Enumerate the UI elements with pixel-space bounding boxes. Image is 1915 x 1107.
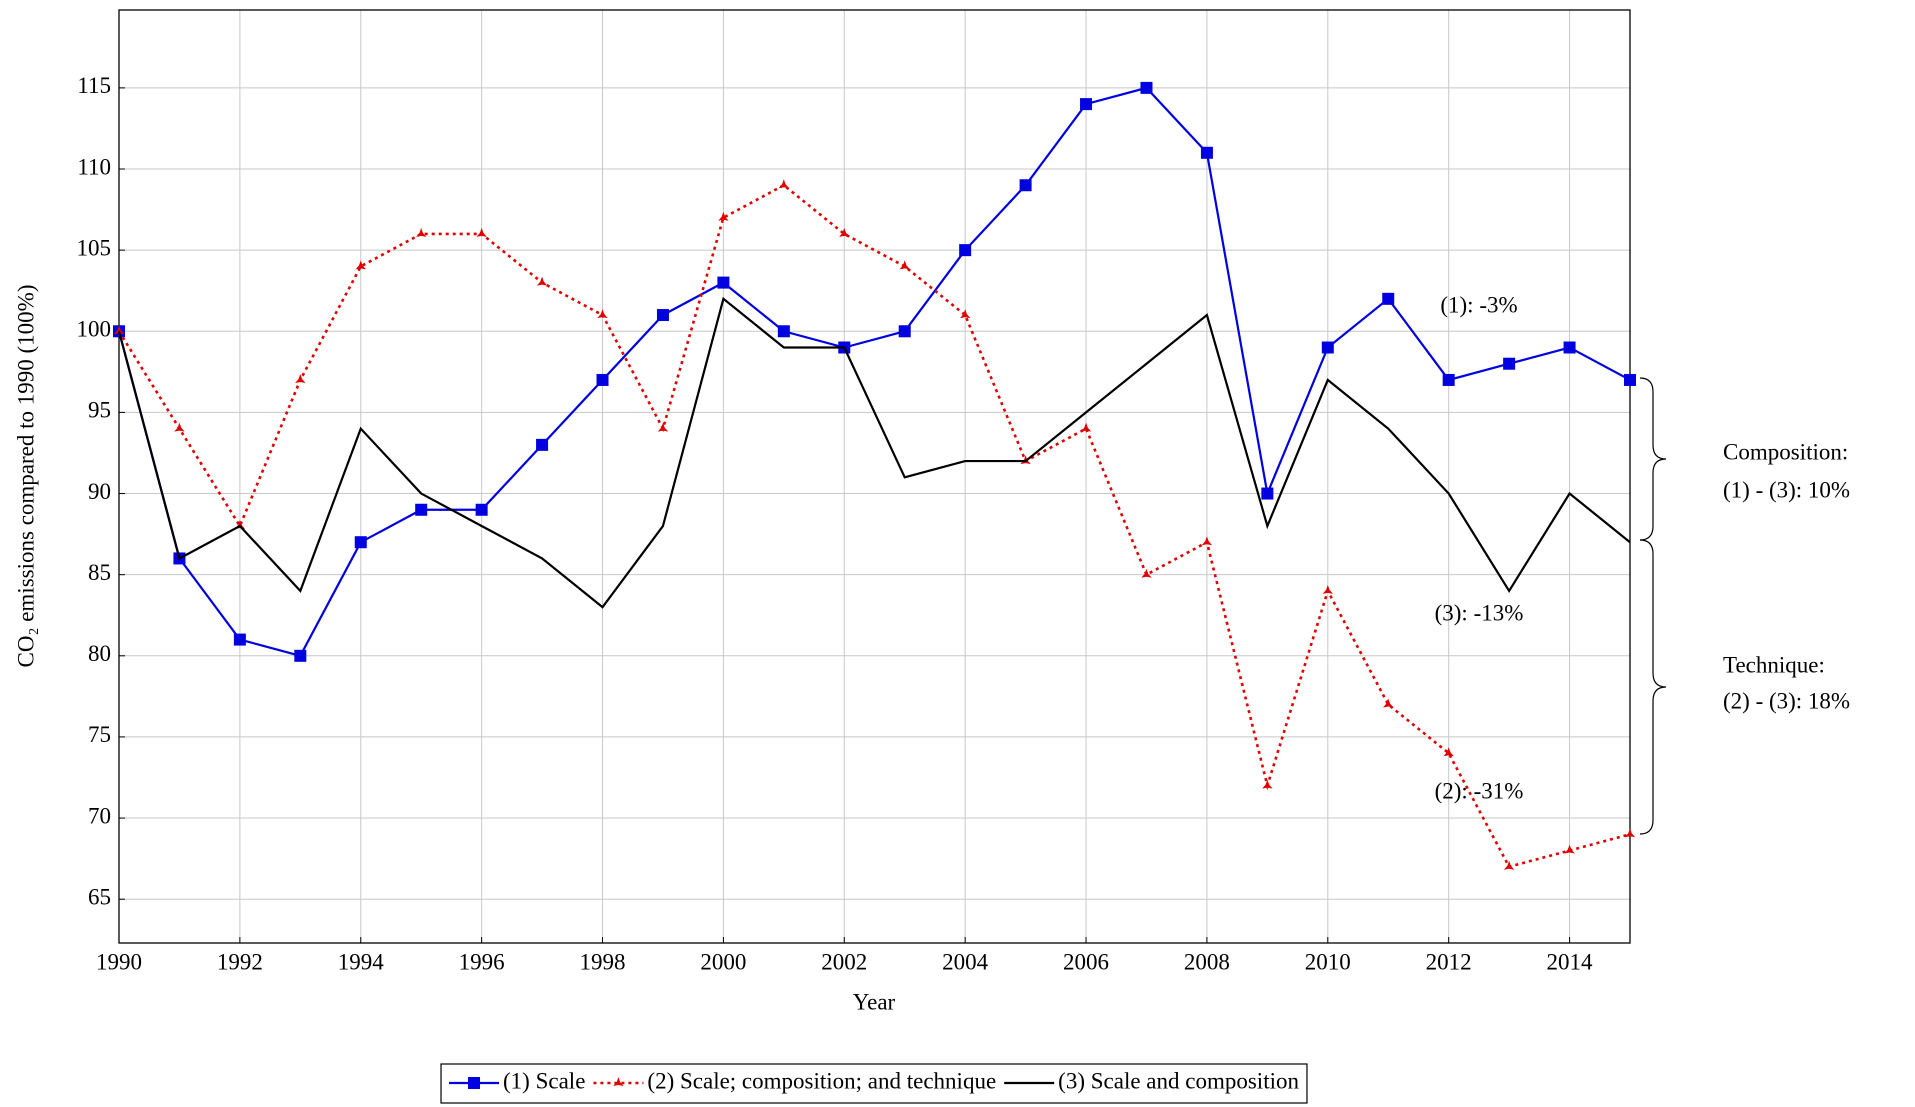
marker [1080,98,1093,111]
y-tick-label: 115 [77,73,111,98]
y-tick-label: 105 [77,235,112,260]
marker [476,227,487,237]
marker [1503,357,1516,370]
marker [415,503,428,516]
y-tick-label: 100 [77,317,112,342]
y-tick-label: 65 [88,884,111,909]
marker [656,309,669,322]
marker [1624,373,1636,386]
x-tick-label: 2014 [1547,949,1594,974]
marker [899,260,910,270]
marker [1563,341,1576,354]
marker [1019,179,1032,192]
annotation: (3): -13% [1435,600,1524,625]
marker [354,536,367,549]
x-tick-label: 2010 [1305,949,1351,974]
x-tick-label: 1996 [459,949,505,974]
y-tick-label: 90 [88,479,111,504]
y-tick-label: 80 [88,641,111,666]
annotation: (2) - (3): 18% [1723,688,1850,713]
marker [1080,422,1092,432]
marker [777,325,790,338]
marker [536,438,549,451]
x-tick-label: 2012 [1426,949,1472,974]
x-tick-label: 2000 [700,949,746,974]
brace [1639,377,1667,541]
y-tick-label: 110 [77,154,111,179]
marker [113,325,125,335]
legend-label: (3) Scale and composition [1058,1068,1299,1093]
marker [174,422,185,432]
marker [1200,146,1213,159]
marker [1624,828,1636,838]
series-line [117,296,1631,609]
marker [1140,81,1153,94]
plot-frame [118,9,1631,944]
y-axis-label: CO₂ emissions compared to 1990 (100%) [13,285,38,668]
marker [1020,455,1031,465]
marker [1564,844,1575,854]
marker [233,633,246,646]
marker [1261,487,1274,500]
marker [960,309,971,319]
x-axis-label: Year [853,989,896,1014]
marker [839,227,850,237]
series-line [117,86,1631,658]
y-tick-label: 85 [88,560,111,585]
marker [1262,779,1273,789]
brace [1639,539,1667,835]
annotation: Technique: [1723,652,1825,677]
marker [597,309,608,319]
marker [1383,698,1394,708]
annotation: (1) - (3): 10% [1723,477,1850,502]
legend-box [440,1063,1308,1104]
marker [294,649,307,662]
x-tick-label: 2008 [1184,949,1230,974]
series-line [117,183,1631,869]
x-tick-label: 2002 [821,949,867,974]
marker [657,422,669,432]
marker [1442,373,1455,386]
legend-label: (1) Scale [503,1068,585,1093]
x-tick-label: 1998 [580,949,626,974]
marker [1322,584,1333,594]
legend-marker [468,1077,481,1089]
legend: (1) Scale (2) Scale; composition; and tec… [440,1063,1308,1104]
marker [1503,860,1515,870]
x-tick-label: 2004 [942,949,989,974]
x-tick-label: 2006 [1063,949,1109,974]
annotation: Composition: [1723,439,1848,464]
x-tick-label: 1992 [217,949,263,974]
x-tick-label: 1994 [338,949,385,974]
annotation: (1): -3% [1440,292,1517,317]
x-tick-label: 1990 [96,949,142,974]
marker [778,179,789,189]
marker [1443,747,1454,757]
legend-marker [613,1077,624,1086]
marker [536,276,548,286]
legend-label: (2) Scale; composition; and technique [647,1068,996,1093]
annotation: (2): -31% [1435,778,1524,803]
y-tick-label: 70 [88,803,111,828]
marker [718,211,729,221]
marker [355,260,366,270]
y-tick-label: 95 [88,398,111,423]
marker [416,227,427,237]
marker [596,373,609,386]
marker [1321,341,1334,354]
marker [898,325,911,338]
marker [1382,292,1395,305]
marker [1201,536,1213,546]
marker [295,374,306,383]
marker [717,276,730,289]
marker [959,244,972,257]
y-tick-label: 75 [88,722,111,747]
marker [475,503,488,516]
marker [1141,568,1152,578]
